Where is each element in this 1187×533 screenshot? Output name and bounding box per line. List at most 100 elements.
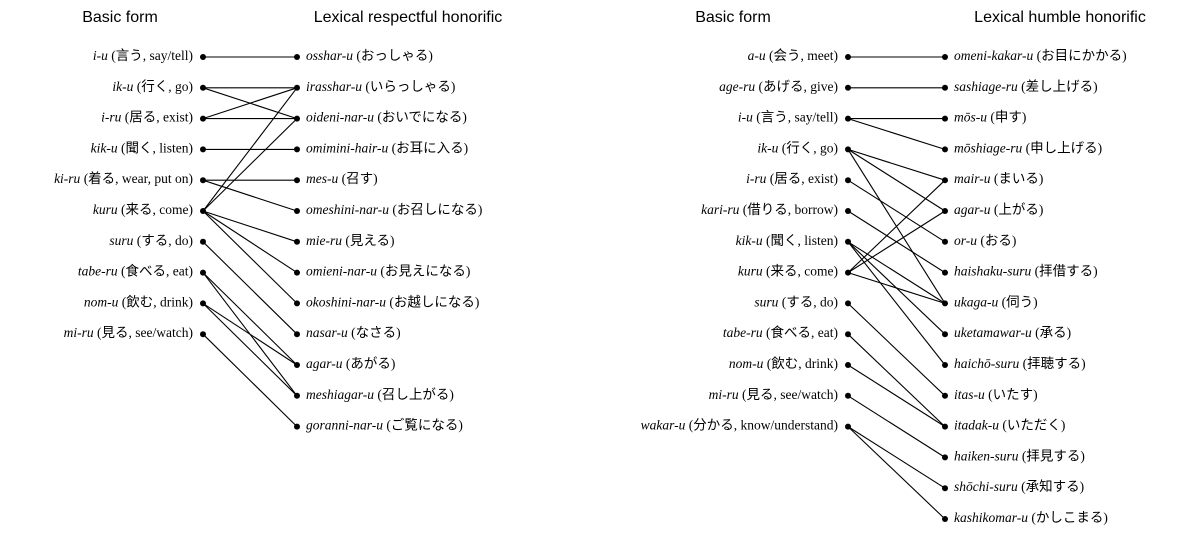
node-label: a-u (会う, meet) bbox=[748, 48, 838, 63]
gloss: (着る, wear, put on) bbox=[84, 170, 193, 186]
romaji: ukaga-u bbox=[954, 294, 998, 309]
gloss: (する, do) bbox=[782, 294, 838, 309]
gloss: (申す) bbox=[990, 110, 1026, 125]
node-dot bbox=[845, 238, 851, 245]
edge bbox=[847, 118, 946, 150]
node-dot bbox=[845, 300, 851, 307]
gloss: (借りる, borrow) bbox=[743, 202, 838, 217]
gloss: (お耳に入る) bbox=[392, 140, 469, 155]
node-label: agar-u (あがる) bbox=[306, 356, 395, 371]
gloss: (飲む, drink) bbox=[767, 356, 838, 371]
romaji: i-u bbox=[738, 110, 753, 125]
node-label: mōshiage-ru (申し上げる) bbox=[954, 140, 1102, 155]
romaji: wakar-u bbox=[641, 418, 686, 433]
node-label: ik-u (行く, go) bbox=[112, 79, 193, 94]
left-header: Basic form bbox=[82, 9, 158, 26]
gloss: (おいでになる) bbox=[377, 110, 467, 125]
node-dot bbox=[294, 392, 300, 399]
edge bbox=[202, 210, 298, 274]
gloss: (聞く, listen) bbox=[766, 233, 838, 248]
gloss: (ご覧になる) bbox=[386, 417, 463, 433]
edge bbox=[847, 272, 946, 304]
panel: Basic form Lexical respectful honorific i-… bbox=[54, 9, 502, 433]
romaji: haishaku-suru bbox=[954, 264, 1031, 279]
gloss: (分かる, know/understand) bbox=[689, 418, 838, 433]
romaji: haichō-suru bbox=[954, 356, 1019, 371]
gloss: (いらっしゃる) bbox=[365, 79, 455, 94]
romaji: mair-u bbox=[954, 171, 991, 186]
edge bbox=[847, 148, 946, 212]
romaji: nom-u bbox=[729, 356, 764, 371]
romaji: kik-u bbox=[736, 233, 763, 248]
gloss: (あげる, give) bbox=[759, 79, 838, 94]
node-dot bbox=[200, 54, 206, 60]
node-label: uketamawar-u (承る) bbox=[954, 325, 1071, 340]
node-label: mi-ru (見る, see/watch) bbox=[709, 387, 838, 402]
romaji: mes-u bbox=[306, 171, 338, 186]
node-dot bbox=[942, 331, 948, 338]
gloss: (言う, say/tell) bbox=[756, 110, 838, 125]
gloss: (いただく) bbox=[1002, 418, 1065, 433]
node-label: itas-u (いたす) bbox=[954, 387, 1038, 402]
node-dot bbox=[294, 423, 300, 430]
node-dot bbox=[294, 84, 300, 91]
romaji: a-u bbox=[748, 48, 766, 63]
node-label: i-u (言う, say/tell) bbox=[93, 48, 193, 63]
romaji: goranni-nar-u bbox=[306, 418, 383, 433]
node-label: osshar-u (おっしゃる) bbox=[306, 48, 433, 63]
right-header: Lexical respectful honorific bbox=[314, 9, 503, 26]
gloss: (見る, see/watch) bbox=[742, 387, 838, 402]
edge bbox=[847, 333, 946, 427]
node-label: i-ru (居る, exist) bbox=[746, 171, 838, 186]
edge bbox=[202, 210, 298, 243]
gloss: (居る, exist) bbox=[770, 171, 838, 186]
gloss: (召す) bbox=[342, 171, 378, 186]
node-dot bbox=[200, 238, 206, 245]
edge bbox=[847, 303, 946, 397]
romaji: mōs-u bbox=[954, 110, 987, 125]
gloss: (見る, see/watch) bbox=[97, 325, 193, 340]
node-label: ik-u (行く, go) bbox=[757, 140, 838, 155]
node-dot bbox=[942, 146, 948, 153]
node-dot bbox=[294, 54, 300, 60]
gloss: (まいる) bbox=[994, 171, 1044, 186]
node-dot bbox=[200, 146, 206, 153]
romaji: omeshini-nar-u bbox=[306, 202, 389, 217]
node-dot bbox=[942, 208, 948, 214]
romaji: ik-u bbox=[112, 79, 133, 94]
romaji: shōchi-suru bbox=[954, 479, 1018, 494]
romaji: okoshini-nar-u bbox=[306, 294, 386, 309]
romaji: omieni-nar-u bbox=[306, 264, 377, 279]
node-dot bbox=[200, 208, 206, 214]
gloss: (言う, say/tell) bbox=[111, 48, 193, 63]
node-label: irasshar-u (いらっしゃる) bbox=[306, 79, 455, 94]
node-label: haiken-suru (拝見する) bbox=[954, 448, 1085, 463]
gloss: (おる) bbox=[980, 233, 1016, 248]
node-label: shōchi-suru (承知する) bbox=[954, 478, 1084, 494]
node-dot bbox=[942, 238, 948, 245]
gloss: (来る, come) bbox=[766, 264, 838, 279]
romaji: omeni-kakar-u bbox=[954, 48, 1033, 63]
node-dot bbox=[942, 423, 948, 430]
node-label: age-ru (あげる, give) bbox=[719, 79, 838, 94]
node-label: agar-u (上がる) bbox=[954, 202, 1043, 217]
node-dot bbox=[845, 115, 851, 122]
gloss: (見える) bbox=[345, 233, 394, 248]
node-dot bbox=[942, 177, 948, 184]
gloss: (拝聴する) bbox=[1023, 356, 1086, 371]
edge bbox=[847, 179, 946, 243]
romaji: ik-u bbox=[757, 140, 778, 155]
romaji: i-u bbox=[93, 48, 108, 63]
romaji: tabe-ru bbox=[78, 264, 118, 279]
node-label: kik-u (聞く, listen) bbox=[91, 140, 193, 155]
node-dot bbox=[845, 423, 851, 430]
node-label: omeni-kakar-u (お目にかかる) bbox=[954, 48, 1127, 63]
gloss: (飲む, drink) bbox=[122, 294, 193, 309]
node-label: suru (する, do) bbox=[109, 233, 193, 248]
romaji: tabe-ru bbox=[723, 325, 763, 340]
romaji: age-ru bbox=[719, 79, 755, 94]
gloss: (来る, come) bbox=[121, 202, 193, 217]
node-dot bbox=[200, 269, 206, 276]
node-label: goranni-nar-u (ご覧になる) bbox=[306, 417, 463, 433]
node-label: tabe-ru (食べる, eat) bbox=[78, 263, 193, 279]
